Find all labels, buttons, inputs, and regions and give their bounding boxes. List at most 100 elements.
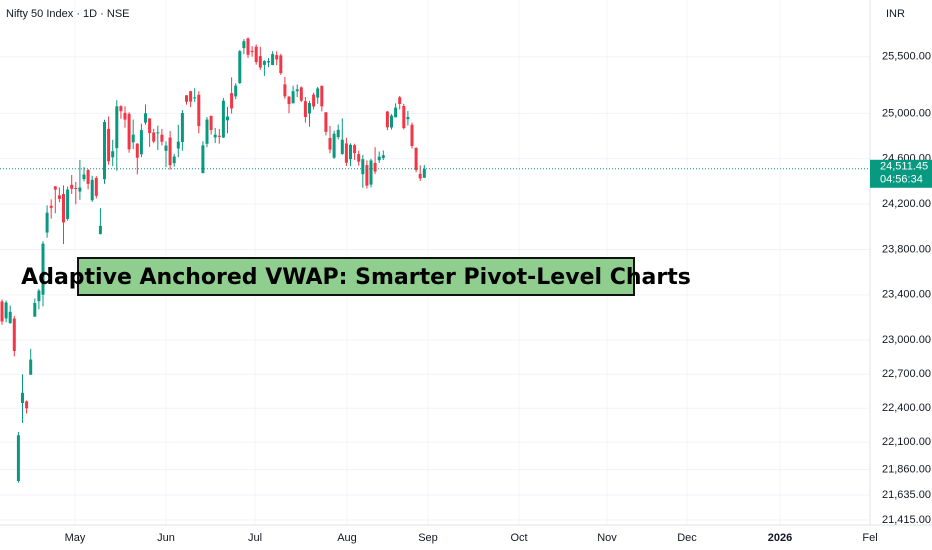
candle-body	[410, 124, 414, 147]
candle-body	[62, 194, 65, 223]
y-tick-label: 22,100.00	[882, 436, 931, 448]
candle-body	[295, 89, 299, 92]
candle-body	[16, 435, 20, 482]
y-tick-label: 21,860.00	[882, 463, 931, 475]
candle-body	[37, 290, 41, 302]
candle-body	[349, 144, 352, 160]
candle-body	[324, 112, 328, 132]
candle-body	[377, 156, 381, 161]
candle-body	[193, 97, 197, 99]
y-tick-label: 22,400.00	[882, 402, 931, 414]
candle-body	[422, 168, 426, 178]
candle-body	[78, 187, 82, 192]
candle-body	[41, 243, 45, 295]
candle-body	[394, 107, 398, 118]
candle-body	[221, 100, 225, 138]
banner-box	[77, 257, 635, 296]
candle-body	[246, 38, 250, 55]
candle-body	[8, 311, 12, 324]
candle-body	[316, 88, 320, 98]
candle-body	[267, 61, 270, 63]
y-tick-label: 21,415.00	[882, 514, 931, 526]
candle-body	[336, 129, 340, 138]
candle-body	[115, 106, 119, 149]
candle-body	[361, 159, 365, 175]
candle-body	[70, 184, 74, 189]
y-tick-label: 23,400.00	[882, 289, 931, 301]
candle-body	[45, 212, 49, 233]
countdown: 04:56:34	[880, 174, 923, 186]
candle-body	[344, 143, 348, 163]
candle-body	[250, 50, 254, 53]
candle-body	[148, 118, 152, 134]
x-tick-label: Jun	[157, 532, 175, 544]
candle-body	[254, 46, 258, 63]
candle-body	[53, 186, 57, 190]
candle-body	[234, 85, 238, 97]
x-tick-label: Nov	[597, 532, 617, 544]
candle-body	[369, 160, 373, 185]
candle-body	[332, 133, 336, 158]
candle-body	[271, 54, 275, 65]
candle-body	[185, 95, 188, 102]
candle-body	[238, 51, 242, 84]
x-tick-label: Dec	[677, 532, 697, 544]
candle-body	[226, 116, 229, 121]
candle-body	[168, 137, 172, 166]
candle-body	[303, 101, 307, 118]
y-tick-label: 25,000.00	[882, 107, 931, 119]
candle-body	[164, 145, 168, 151]
y-tick-label: 25,500.00	[882, 51, 931, 63]
x-tick-label: 2026	[768, 532, 792, 544]
candle-body	[4, 302, 8, 319]
candle-body	[144, 113, 147, 123]
y-tick-label: 24,200.00	[882, 198, 931, 210]
candle-body	[21, 392, 24, 403]
candle-body	[25, 401, 29, 409]
x-tick-label: May	[65, 532, 86, 544]
candle-body	[94, 177, 98, 196]
candle-body	[201, 145, 205, 174]
candle-body	[312, 94, 316, 107]
currency: INR	[886, 8, 905, 20]
candle-body	[406, 117, 410, 120]
symbol-info: Nifty 50 Index · 1D · NSE	[6, 8, 130, 20]
candle-body	[308, 103, 311, 114]
candle-body	[135, 143, 139, 158]
candle-body	[275, 55, 279, 60]
candle-body	[90, 179, 94, 201]
candle-body	[123, 112, 127, 120]
candle-body	[156, 132, 160, 134]
candle-body	[353, 145, 357, 154]
candle-body	[189, 91, 193, 102]
candle-body	[381, 155, 385, 158]
candle-body	[258, 56, 262, 68]
candle-body	[33, 302, 37, 317]
candle-body	[12, 318, 16, 352]
candle-body	[418, 173, 422, 179]
x-tick-label: Oct	[510, 532, 527, 544]
candle-body	[299, 87, 303, 101]
last-price-box	[870, 159, 932, 188]
candle-body	[66, 189, 70, 219]
candle-body	[139, 130, 143, 155]
candle-body	[119, 106, 123, 112]
candle-body	[209, 115, 213, 131]
candle-body	[98, 225, 102, 235]
candle-body	[213, 134, 217, 138]
candle-body	[86, 170, 90, 184]
candle-body	[180, 113, 184, 142]
candle-body	[176, 141, 180, 149]
candle-body	[107, 128, 111, 162]
candle-body	[414, 147, 418, 170]
candle-body	[328, 137, 332, 150]
candle-body	[29, 359, 33, 375]
candle-body	[365, 165, 369, 186]
y-tick-label: 21,635.00	[882, 489, 931, 501]
candle-body	[283, 84, 287, 97]
candle-body	[385, 111, 389, 128]
candle-body	[262, 61, 266, 65]
y-tick-label: 23,800.00	[882, 243, 931, 255]
